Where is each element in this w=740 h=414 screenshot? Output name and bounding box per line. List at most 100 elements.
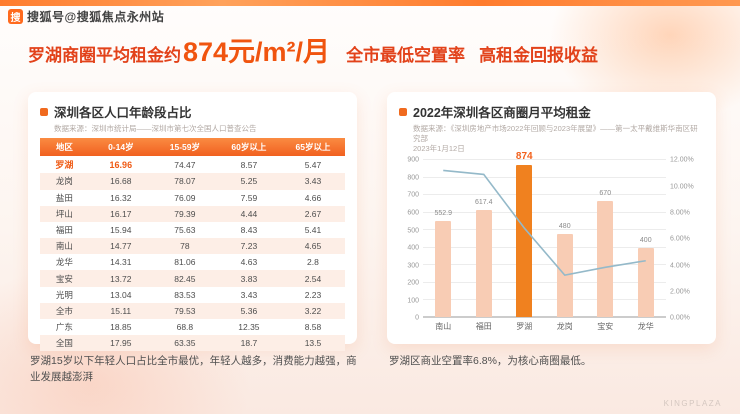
- bar-slot: 670: [585, 160, 626, 318]
- left-axis-label: 100: [407, 297, 419, 305]
- table-cell: 16.96: [109, 159, 133, 170]
- table-row: 盐田 16.32 76.09 7.59 4.66: [40, 190, 345, 206]
- table-row: 龙岗 16.68 78.07 5.25 3.43: [40, 173, 345, 190]
- rent-card-title: 2022年深圳各区商圈月平均租金: [413, 106, 591, 120]
- table-cell: 4.65: [304, 241, 322, 252]
- gridline: [423, 176, 666, 178]
- table-row: 南山 14.77 78 7.23 4.65: [40, 238, 345, 255]
- table-cell: 3.22: [304, 305, 322, 316]
- bullet-icon: [399, 107, 407, 116]
- right-axis: 0.00% 2.00% 4.00% 6.00% 8.00% 10.00% 12.00%: [666, 156, 704, 322]
- table-cell: 16.68: [110, 176, 132, 187]
- table-cell: 南山: [55, 241, 73, 252]
- gridline: [423, 281, 666, 283]
- left-axis-label: 700: [407, 191, 419, 199]
- left-axis-label: 600: [407, 209, 419, 217]
- table-cell: 3.83: [240, 273, 258, 284]
- rent-bar: 400: [637, 237, 654, 318]
- table-cell: 广东: [55, 322, 73, 333]
- population-caption: 罗湖15岁以下年轻人口占比全市最优，年轻人越多，消费能力越强，商业发展越澎湃: [30, 355, 357, 384]
- table-cell: 光明: [55, 289, 73, 300]
- table-cell: 全国: [55, 338, 73, 349]
- table-cell: 16.32: [110, 192, 132, 203]
- table-cell: 15.94: [110, 224, 132, 235]
- table-cell: 12.35: [238, 322, 260, 333]
- table-cell: 2.54: [304, 273, 322, 284]
- headline-point-2: 全市最低空置率: [346, 46, 466, 65]
- table-row: 光明 13.04 83.53 3.43 2.23: [40, 287, 345, 303]
- left-axis-label: 300: [407, 262, 419, 270]
- table-row: 全市 15.11 79.53 5.36 3.22: [40, 302, 345, 319]
- right-axis-label: 12.00%: [670, 156, 694, 164]
- table-cell: 8.43: [240, 224, 258, 235]
- table-cell: 17.95: [110, 338, 132, 349]
- table-row: 福田 15.94 75.63 8.43 5.41: [40, 222, 345, 238]
- gridline: [423, 194, 666, 196]
- table-cell: 76.09: [174, 192, 196, 203]
- rent-chart: 0 100 200 300 400 500 600 700 800 900 552.9 617.4 8…: [399, 151, 704, 322]
- column-header: 地区: [40, 138, 89, 157]
- table-cell: 5.47: [304, 159, 322, 170]
- bar-value-label: 874: [515, 150, 533, 162]
- table-cell: 5.36: [240, 305, 258, 316]
- headline-prefix: 罗湖商圈平均租金约: [28, 46, 181, 65]
- table-cell: 宝安: [55, 273, 73, 284]
- x-axis-label: 龙岗: [556, 322, 573, 332]
- bar-slot: 874: [504, 151, 545, 318]
- population-card-title: 深圳各区人口年龄段占比: [54, 106, 192, 120]
- table-cell: 14.31: [110, 257, 132, 268]
- bar-value-label: 480: [558, 222, 571, 230]
- table-cell: 18.85: [110, 322, 132, 333]
- table-cell: 68.8: [176, 322, 194, 333]
- content-row: 深圳各区人口年龄段占比 数据来源：深圳市统计局——深圳市第七次全国人口普查公告 …: [28, 92, 716, 386]
- column-header: 60岁以上: [216, 138, 281, 157]
- column-header: 0-14岁: [88, 138, 153, 157]
- footer-logo: KINGPLAZA: [663, 399, 722, 408]
- table-row: 坪山 16.17 79.39 4.44 2.67: [40, 205, 345, 222]
- rent-source-line1: 数据来源：《深圳房地产市场2022年回顾与2023年展望》——第一太平戴维斯华南…: [413, 124, 698, 144]
- table-row: 广东 18.85 68.8 12.35 8.58: [40, 319, 345, 335]
- table-cell: 5.41: [304, 224, 322, 235]
- table-cell: 82.45: [174, 273, 196, 284]
- table-row: 全国 17.95 63.35 18.7 13.5: [40, 335, 345, 352]
- bar-value-label: 617.4: [474, 198, 493, 206]
- population-table: 地区 0-14岁 15-59岁 60岁以上 65岁以上 罗湖 16.96 74.47 8.57 5…: [40, 138, 345, 352]
- watermark-text: 搜狐号@搜狐焦点永州站: [27, 10, 165, 24]
- table-cell: 4.44: [240, 208, 258, 219]
- headline: 罗湖商圈平均租金约 874元/m²/月 全市最低空置率 高租金回报收益: [28, 30, 720, 69]
- table-row: 罗湖 16.96 74.47 8.57 5.47: [40, 156, 345, 173]
- table-cell: 13.04: [110, 289, 132, 300]
- table-cell: 78: [180, 241, 190, 252]
- bar-value-label: 552.9: [434, 209, 453, 217]
- table-cell: 2.8: [307, 257, 319, 268]
- table-cell: 14.77: [110, 241, 132, 252]
- table-cell: 3.43: [304, 176, 322, 187]
- population-source: 数据来源：深圳市统计局——深圳市第七次全国人口普查公告: [54, 124, 257, 133]
- table-cell: 罗湖: [55, 160, 74, 171]
- gridline: [423, 316, 666, 318]
- table-cell: 79.39: [174, 208, 196, 219]
- population-card-header: 深圳各区人口年龄段占比: [40, 102, 345, 121]
- table-row: 宝安 13.72 82.45 3.83 2.54: [40, 270, 345, 287]
- bar-slot: 552.9: [423, 160, 464, 318]
- column-header: 65岁以上: [280, 138, 345, 157]
- plot-area: 552.9 617.4 874 480 670 400: [423, 151, 667, 319]
- x-axis-label: 宝安: [597, 322, 614, 332]
- table-cell: 78.07: [174, 176, 196, 187]
- gridline: [423, 298, 666, 300]
- table-cell: 8.57: [240, 159, 258, 170]
- table-cell: 63.35: [174, 338, 196, 349]
- gridline: [423, 246, 666, 248]
- table-cell: 81.06: [174, 257, 196, 268]
- table-cell: 坪山: [55, 208, 73, 219]
- table-cell: 74.47: [174, 159, 196, 170]
- table-cell: 4.66: [304, 192, 322, 203]
- right-axis-label: 0.00%: [670, 314, 690, 322]
- table-cell: 15.11: [110, 305, 132, 316]
- left-axis-label: 0: [415, 314, 419, 322]
- vacancy-line: [423, 160, 666, 317]
- bar-slot: 400: [626, 160, 667, 318]
- table-cell: 龙华: [55, 257, 73, 268]
- rent-bar: 617.4: [475, 199, 493, 318]
